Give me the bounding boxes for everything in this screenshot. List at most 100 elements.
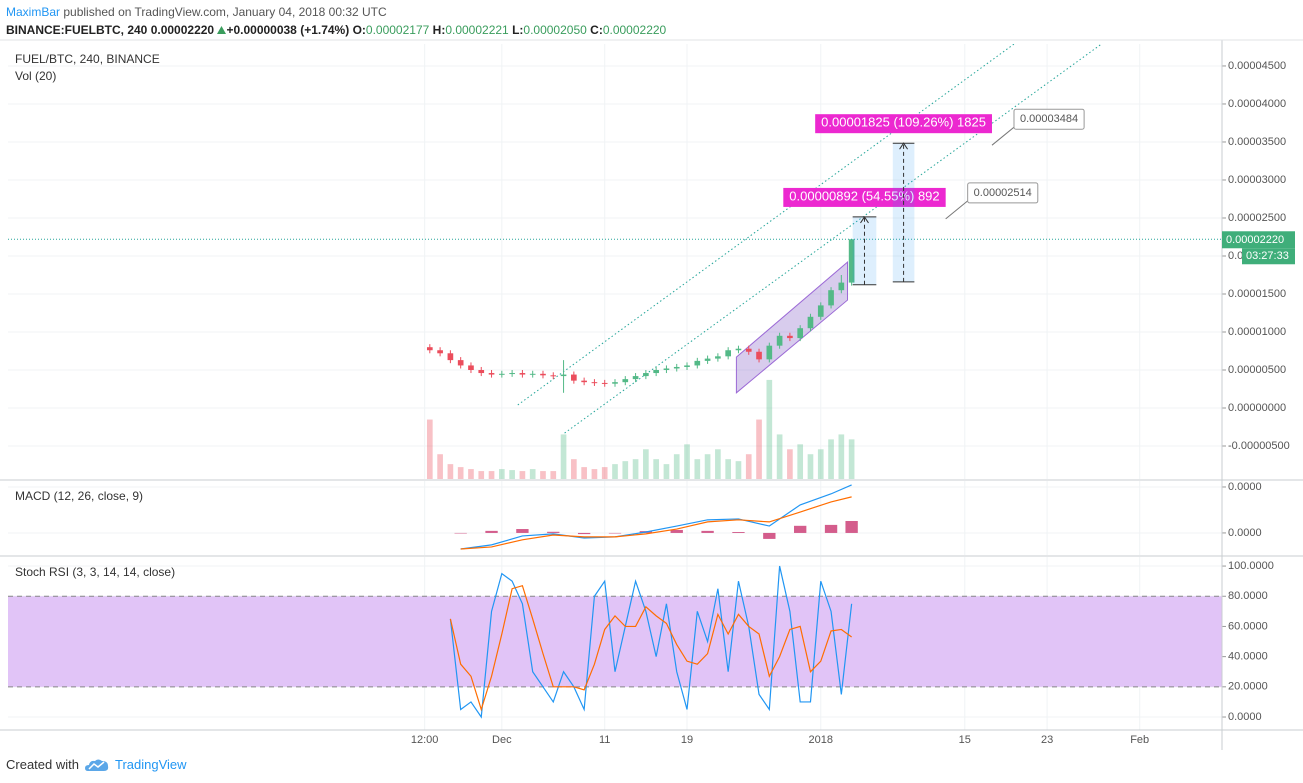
candle-body	[519, 373, 526, 375]
countdown: 03:27:33	[1246, 250, 1289, 262]
y-tick-label: -0.00000500	[1228, 440, 1290, 452]
candle-body	[817, 305, 824, 317]
histogram-bar	[454, 532, 467, 534]
histogram-bar	[763, 532, 776, 539]
volume-bar	[550, 471, 557, 479]
candle-body	[478, 370, 485, 374]
volume-bar	[776, 434, 783, 479]
histogram-bar	[670, 529, 683, 533]
y-tick-label: 0.00000000	[1228, 402, 1286, 414]
candle-body	[426, 347, 433, 351]
candle-body	[509, 373, 515, 375]
header-line-1: MaximBar published on TradingView.com, J…	[6, 3, 666, 21]
candle-body	[735, 348, 742, 351]
callout-box	[967, 182, 1039, 204]
volume-bar	[519, 471, 526, 479]
candle-body	[437, 350, 443, 354]
x-tick-label: 12:00	[411, 734, 439, 746]
header: MaximBar published on TradingView.com, J…	[6, 3, 666, 39]
candle-body	[797, 328, 804, 339]
candle-body	[643, 373, 649, 377]
symbol: BINANCE:FUELBTC, 240	[6, 23, 148, 37]
candle-body	[581, 380, 587, 383]
candle-body	[499, 373, 505, 375]
candle-body	[848, 239, 855, 283]
last: 0.00002220	[150, 23, 215, 37]
volume-bar	[447, 464, 454, 479]
volume-bar	[673, 454, 680, 479]
volume-bar	[601, 467, 608, 479]
histogram-bar	[516, 529, 529, 533]
volume-bar	[684, 444, 690, 479]
footer: Created with TradingView	[6, 757, 187, 772]
measure-label: 0.00001825 (109.26%) 1825	[821, 115, 986, 130]
l-label: L:	[512, 23, 524, 37]
author[interactable]: MaximBar	[6, 5, 61, 19]
channel	[735, 260, 849, 394]
volume-bar	[632, 459, 639, 479]
brand[interactable]: TradingView	[114, 757, 187, 772]
histogram-bar	[845, 520, 858, 533]
measure-label-box	[815, 114, 992, 134]
series-line	[449, 565, 853, 719]
volume-bar	[694, 459, 701, 479]
header-line-2: BINANCE:FUELBTC, 240 0.00002220 +0.00000…	[6, 21, 666, 39]
volume-bar	[457, 467, 464, 479]
created-with: Created with	[6, 757, 79, 772]
volume-bar	[838, 434, 845, 479]
candle-body	[766, 345, 773, 360]
volume-bar	[560, 434, 567, 479]
y-tick-label: 100.0000	[1228, 560, 1274, 572]
volume-bar	[540, 471, 546, 479]
candle-body	[457, 360, 464, 366]
y-tick-label: 0.00004000	[1228, 98, 1286, 110]
callout-leader	[991, 126, 1015, 146]
histogram-bar	[547, 531, 560, 533]
series-line	[460, 496, 852, 550]
x-tick-label: Dec	[492, 734, 512, 746]
published: published on TradingView.com, January 04…	[63, 5, 387, 19]
volume-bar	[488, 471, 495, 479]
x-tick-label: 2018	[809, 734, 833, 746]
volume-bar	[787, 449, 793, 479]
volume-bar	[612, 464, 618, 479]
measure-label: 0.00000892 (54.55%) 892	[789, 188, 939, 203]
volume-bar	[643, 449, 649, 479]
pane-title: MACD (12, 26, close, 9)	[15, 489, 143, 503]
pane-1	[8, 481, 1222, 555]
histogram-bar	[732, 532, 745, 533]
candle-body	[447, 353, 454, 361]
volume-bar	[426, 419, 433, 479]
measure-box	[852, 216, 877, 285]
candle-body	[745, 348, 752, 352]
volume-bar	[807, 454, 814, 479]
candle-body	[704, 358, 711, 361]
candle-body	[540, 373, 546, 376]
last-price-box	[1222, 231, 1295, 249]
volume-bar	[581, 467, 587, 479]
callout-box	[1013, 108, 1085, 130]
pane-title: FUEL/BTC, 240, BINANCE	[15, 52, 160, 66]
candle-body	[632, 376, 639, 380]
volume-bar	[828, 439, 834, 479]
y-tick-label: 60.0000	[1228, 620, 1268, 632]
measure-arrowhead	[899, 142, 908, 150]
volume-bar	[571, 459, 577, 479]
y-tick-label: 0.00001000	[1228, 326, 1286, 338]
volume-bar	[509, 470, 515, 479]
histogram-bar	[701, 530, 714, 533]
chart: 12:00 Dec 11 19 2018 15 23 Feb0.000045000.00004…	[0, 39, 1303, 750]
tv-logo	[84, 759, 109, 771]
histogram-bar	[485, 530, 498, 533]
volume-bar	[663, 464, 670, 479]
volume-bar	[725, 459, 731, 479]
y-tick-label: 0.00002500	[1228, 212, 1286, 224]
y-tick-label: 0.00003500	[1228, 136, 1286, 148]
h: 0.00002221	[445, 23, 509, 37]
candle-body	[529, 373, 536, 375]
candle-body	[663, 368, 670, 371]
candle-body	[715, 356, 721, 359]
candle-body	[591, 382, 598, 384]
o-label: O:	[352, 23, 366, 37]
